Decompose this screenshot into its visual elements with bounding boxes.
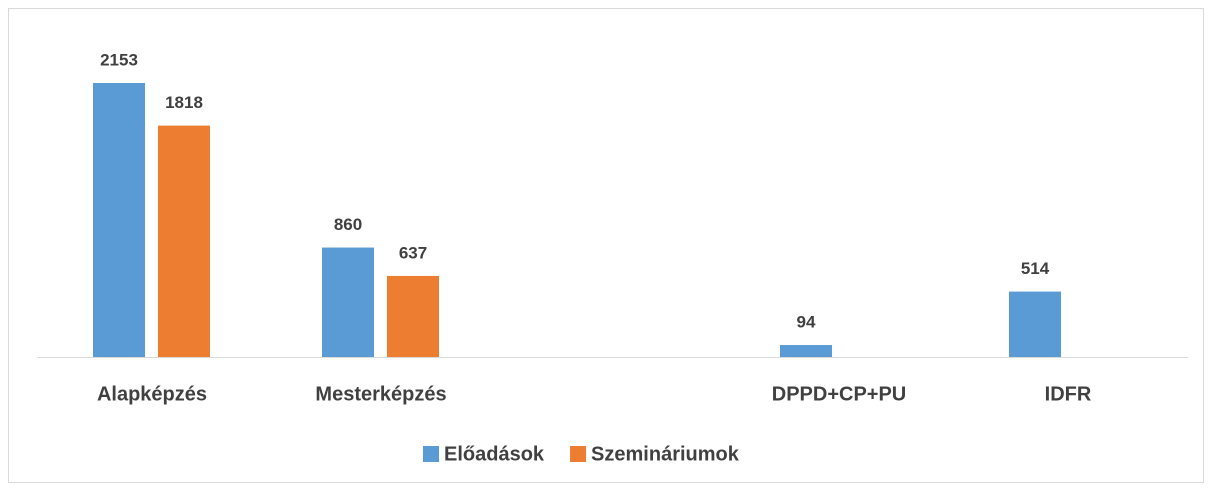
data-label: 860 xyxy=(334,215,362,234)
data-label: 1818 xyxy=(165,93,203,112)
data-label: 514 xyxy=(1021,259,1050,278)
data-label: 2153 xyxy=(100,50,138,69)
bar xyxy=(1009,291,1061,357)
x-tick-label: Mesterképzés xyxy=(315,383,446,405)
bar xyxy=(387,275,439,357)
legend-swatch xyxy=(423,446,439,462)
bar xyxy=(158,125,210,357)
data-label: 637 xyxy=(399,243,427,262)
data-label: 94 xyxy=(797,313,816,332)
legend-swatch xyxy=(570,446,587,462)
bar xyxy=(780,345,832,357)
legend-label: Előadások xyxy=(444,443,545,465)
x-tick-label: DPPD+CP+PU xyxy=(772,383,907,405)
x-tick-label: IDFR xyxy=(1045,383,1092,405)
bar xyxy=(322,247,374,357)
legend-label: Szemináriumok xyxy=(591,443,740,465)
x-tick-label: Alapképzés xyxy=(97,383,207,405)
bar xyxy=(93,83,145,357)
